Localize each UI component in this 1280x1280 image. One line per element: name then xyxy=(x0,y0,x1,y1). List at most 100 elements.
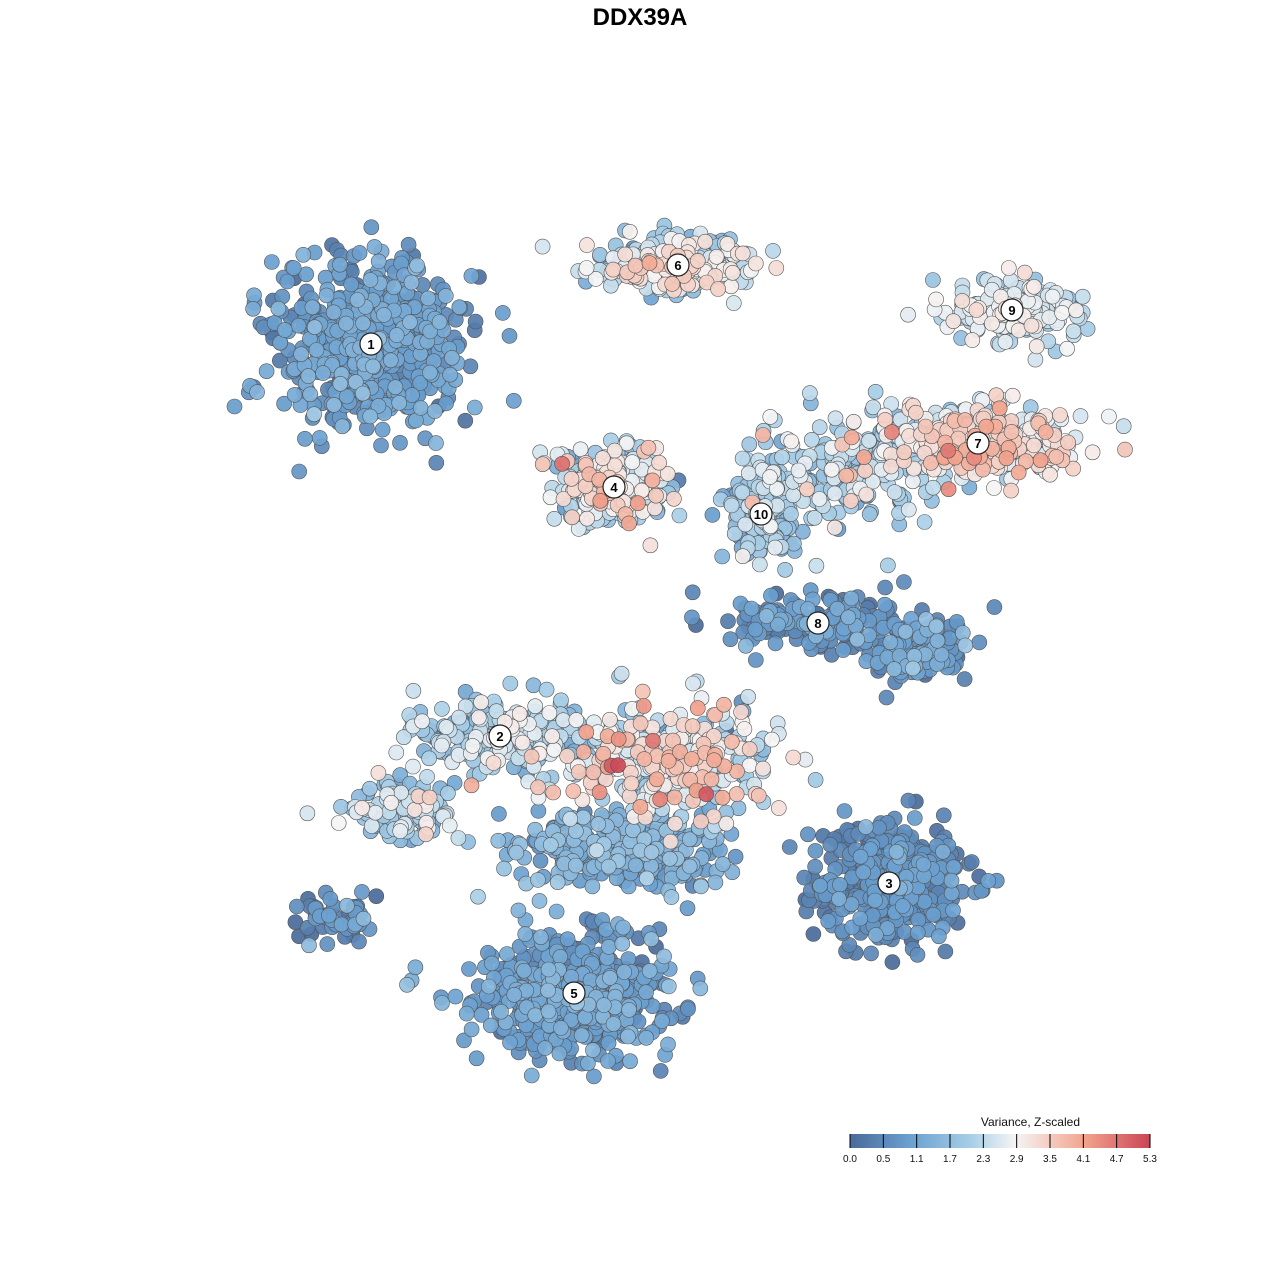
cell-point xyxy=(988,387,1005,404)
color-legend xyxy=(849,1134,1151,1148)
cell-point xyxy=(642,537,659,554)
cell-point xyxy=(925,272,941,288)
cell-point xyxy=(857,819,874,835)
cell-point xyxy=(638,1030,655,1046)
cell-point xyxy=(405,758,421,775)
cell-point xyxy=(641,255,658,271)
cell-point xyxy=(286,387,303,403)
cell-point xyxy=(723,278,739,295)
cell-point xyxy=(928,291,944,308)
cell-point xyxy=(510,902,527,919)
cell-point xyxy=(613,665,630,682)
cell-point xyxy=(434,995,450,1011)
cell-point xyxy=(768,260,785,276)
cell-point xyxy=(1027,351,1044,368)
cell-point xyxy=(991,400,1008,417)
cell-point xyxy=(811,491,828,507)
cell-point xyxy=(406,801,423,818)
cell-point xyxy=(692,980,709,997)
cell-point xyxy=(743,600,760,617)
cluster-label-10: 10 xyxy=(749,502,773,526)
cell-point xyxy=(971,634,988,651)
cell-point xyxy=(827,410,844,427)
cell-point xyxy=(662,833,679,850)
cell-point xyxy=(736,721,753,737)
cell-point xyxy=(627,257,644,274)
cell-point xyxy=(852,910,869,927)
cell-point xyxy=(422,364,438,381)
cell-point xyxy=(551,1045,568,1062)
cell-point xyxy=(627,857,644,874)
cell-point xyxy=(998,450,1015,467)
cell-point xyxy=(530,872,546,888)
cluster-label-text: 2 xyxy=(496,729,503,744)
cell-point xyxy=(734,450,751,467)
cell-point xyxy=(527,1007,544,1024)
cell-point xyxy=(388,744,405,761)
cell-point xyxy=(968,302,985,318)
cell-point xyxy=(545,784,562,801)
cell-point xyxy=(1084,444,1101,461)
cell-point xyxy=(630,495,646,512)
cell-point xyxy=(807,858,823,875)
cell-point xyxy=(382,352,399,369)
cell-point xyxy=(559,931,576,948)
cell-point xyxy=(463,268,480,284)
cell-point xyxy=(614,935,631,952)
cell-point xyxy=(684,609,700,626)
cell-point xyxy=(697,233,714,250)
cell-point xyxy=(461,961,477,977)
cell-point xyxy=(592,247,608,263)
cell-point xyxy=(807,772,824,788)
cell-point xyxy=(1017,264,1033,281)
cell-point xyxy=(698,786,715,803)
cell-point xyxy=(1026,278,1042,295)
cell-point xyxy=(362,408,379,425)
cell-point xyxy=(400,236,417,253)
cell-point xyxy=(868,927,884,943)
cluster-label-text: 3 xyxy=(885,876,892,891)
cell-point xyxy=(616,964,633,980)
cell-point xyxy=(849,631,866,648)
cell-point xyxy=(442,366,458,383)
cell-point xyxy=(333,916,350,933)
cell-point xyxy=(285,260,302,276)
cell-point xyxy=(737,516,754,533)
cell-point xyxy=(964,332,981,348)
cell-point xyxy=(651,454,667,471)
cell-point xyxy=(370,765,387,781)
cell-point xyxy=(534,238,551,255)
cell-point xyxy=(632,715,649,732)
cell-point xyxy=(368,888,385,905)
cell-point xyxy=(514,734,531,751)
cell-point xyxy=(861,432,877,449)
cell-point xyxy=(774,449,790,466)
cell-point xyxy=(871,819,887,836)
cell-point xyxy=(246,287,262,304)
cell-point xyxy=(956,671,973,687)
cell-point xyxy=(916,893,933,910)
cell-point xyxy=(354,800,370,816)
cell-point xyxy=(997,334,1014,350)
cell-point xyxy=(656,948,672,965)
cell-point xyxy=(462,358,479,375)
cell-point xyxy=(404,387,420,403)
cell-point xyxy=(318,287,335,304)
cell-point xyxy=(326,397,342,413)
cell-point xyxy=(842,493,859,509)
cell-point xyxy=(602,711,618,728)
cell-point xyxy=(596,997,612,1013)
cell-point xyxy=(565,783,582,799)
cell-point xyxy=(491,806,507,822)
cell-point xyxy=(485,755,502,771)
cell-point xyxy=(867,383,884,400)
cell-point xyxy=(572,441,589,458)
cell-point xyxy=(684,718,701,735)
cell-point xyxy=(1028,338,1045,355)
cell-point xyxy=(297,430,313,447)
cell-point xyxy=(693,813,709,830)
cell-point xyxy=(290,317,307,334)
cell-point xyxy=(605,1016,622,1032)
cell-point xyxy=(886,661,903,677)
cluster-label-2: 2 xyxy=(488,724,512,748)
